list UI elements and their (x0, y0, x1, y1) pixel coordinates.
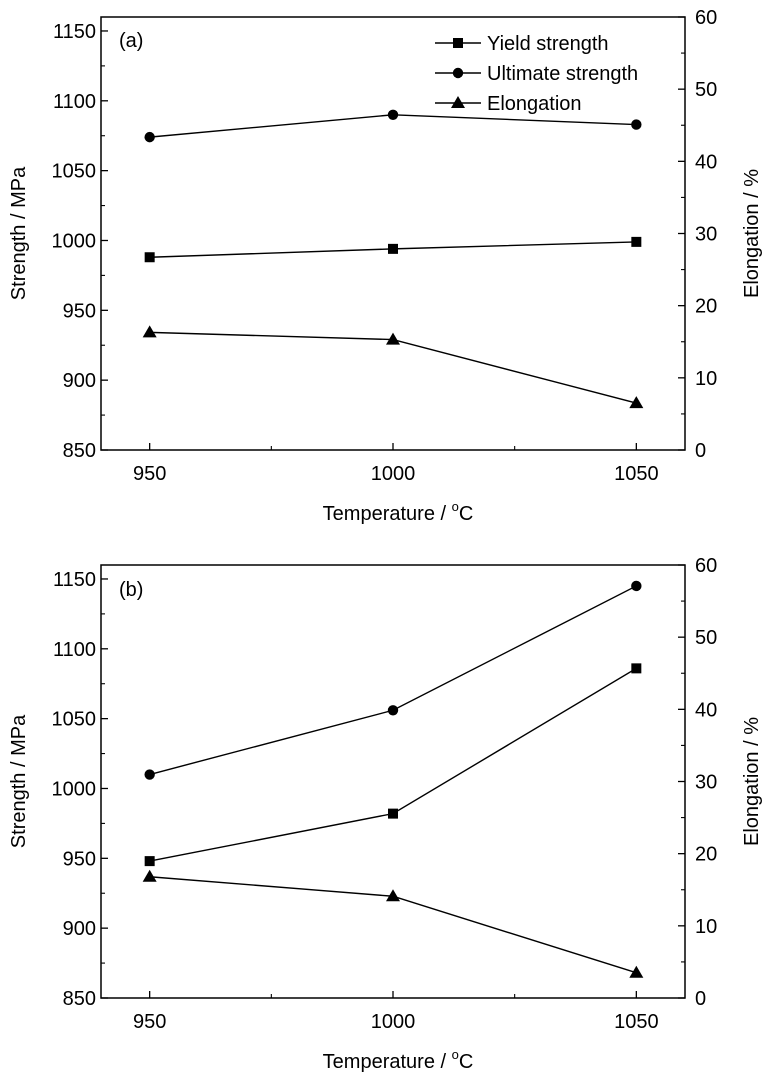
y2-tick-label: 60 (695, 7, 717, 29)
chart-panel-2: 850 900 950 1000 1050 1100 1150 0 10 20 30 40 50 60 95… (8, 555, 763, 1073)
legend-marker-triangle (451, 96, 465, 108)
y-tick-label: 1000 (52, 230, 97, 252)
legend-marker-square (453, 38, 463, 48)
plot-frame (100, 564, 686, 999)
data-point-square (631, 236, 642, 247)
legend-marker-circle (452, 67, 464, 79)
data-point-triangle (629, 396, 644, 409)
y2-tick-label: 10 (695, 916, 717, 938)
data-point-square (144, 252, 155, 263)
y2-tick-label: 30 (695, 224, 717, 246)
data-point-circle (144, 131, 155, 143)
panel-label: (b) (119, 579, 143, 601)
series-triangle (142, 325, 644, 409)
y-tick-label: 1150 (53, 569, 96, 591)
y2-tick-label: 30 (695, 772, 717, 794)
y-tick-label: 1150 (53, 21, 96, 43)
series-square (144, 663, 642, 867)
y2-tick-label: 40 (695, 699, 717, 721)
y2-tick-label: 10 (695, 368, 717, 390)
y-tick-label: 850 (63, 988, 96, 1010)
y-tick-label: 1100 (53, 639, 96, 661)
data-point-triangle (386, 889, 400, 902)
series-circle (144, 109, 642, 143)
y-tick-label: 850 (63, 440, 96, 462)
series-circle (144, 580, 642, 780)
x-tick-label: 950 (133, 1011, 166, 1033)
y-tick-label: 1100 (53, 91, 96, 113)
series-square (144, 236, 642, 263)
y2-tick-label: 40 (695, 151, 717, 173)
data-point-circle (631, 119, 642, 130)
y2-axis-label: Elongation / % (741, 717, 763, 846)
y-axis-label: Strength / MPa (8, 714, 30, 848)
chart-panel-1: 850 900 950 1000 1050 1100 1150 0 10 20 30 40 50 60 95… (8, 7, 763, 525)
data-point-circle (387, 109, 399, 120)
y-tick-label: 950 (63, 848, 96, 870)
y2-tick-label: 60 (695, 555, 717, 577)
data-point-circle (631, 580, 642, 592)
y-tick-label: 900 (63, 370, 96, 392)
y-axis-label: Strength / MPa (8, 166, 30, 300)
y2-tick-label: 0 (695, 988, 706, 1010)
y-tick-label: 1050 (52, 161, 97, 183)
y-tick-label: 1000 (52, 778, 97, 800)
y-tick-label: 950 (63, 300, 96, 322)
y2-tick-label: 0 (695, 440, 706, 462)
series-triangle (142, 869, 644, 978)
data-point-square (388, 243, 398, 254)
data-point-square (631, 663, 642, 674)
data-point-square (388, 808, 398, 819)
legend-label: Yield strength (487, 33, 609, 55)
y2-tick-label: 20 (695, 844, 717, 866)
y2-tick-label: 50 (695, 627, 717, 649)
x-axis-label: Temperature / oC (323, 499, 474, 525)
data-point-triangle (386, 332, 400, 345)
y2-axis-label: Elongation / % (741, 169, 763, 298)
x-axis-label: Temperature / oC (323, 1047, 474, 1073)
x-tick-label: 1050 (614, 1011, 659, 1033)
y2-tick-label: 20 (695, 296, 717, 318)
x-tick-label: 1000 (371, 1011, 416, 1033)
x-tick-label: 1000 (371, 463, 416, 485)
data-point-square (144, 856, 155, 867)
data-point-circle (387, 705, 399, 716)
y-tick-label: 900 (63, 918, 96, 940)
x-tick-label: 1050 (614, 463, 659, 485)
data-point-triangle (142, 325, 157, 338)
x-tick-label: 950 (133, 463, 166, 485)
data-point-triangle (629, 965, 644, 978)
legend: Yield strength Ultimate strength Elongatio… (435, 33, 638, 115)
series-line (149, 585, 637, 776)
legend-label: Elongation (487, 93, 582, 115)
panel-label: (a) (119, 30, 143, 52)
series-line (149, 667, 637, 862)
data-point-triangle (142, 869, 157, 882)
legend-label: Ultimate strength (487, 63, 638, 85)
data-point-circle (144, 769, 155, 780)
y2-tick-label: 50 (695, 79, 717, 101)
y-tick-label: 1050 (52, 709, 97, 731)
